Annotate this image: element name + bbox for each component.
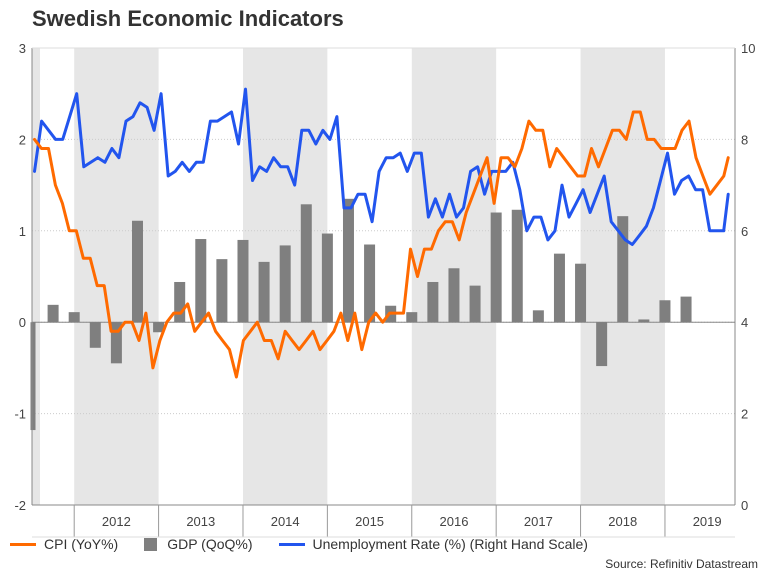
gdp-bar (195, 239, 207, 323)
gdp-bar (216, 259, 228, 323)
axes (31, 47, 736, 538)
left-tick-label: 3 (19, 41, 26, 56)
right-tick-label: 10 (741, 41, 755, 56)
legend-item-cpi: CPI (YoY%) (10, 536, 118, 552)
gdp-bar (321, 233, 333, 323)
gdp-bar (448, 268, 460, 323)
gdp-bar (490, 212, 502, 323)
gdp-bar (532, 310, 544, 323)
left-tick-label: 2 (19, 132, 26, 147)
gdp-bar (174, 281, 186, 323)
gdp-bar (617, 216, 629, 323)
gdp-bar (596, 322, 608, 367)
legend-label-gdp: GDP (QoQ%) (167, 536, 253, 552)
year-tick-label: 2014 (271, 514, 300, 529)
year-tick-label: 2016 (440, 514, 469, 529)
year-tick-label: 2019 (693, 514, 722, 529)
unemployment-line (33, 87, 730, 246)
left-tick-label: 1 (19, 224, 26, 239)
right-tick-label: 6 (741, 224, 748, 239)
year-tick-label: 2012 (102, 514, 131, 529)
legend-item-unemployment: Unemployment Rate (%) (Right Hand Scale) (278, 536, 588, 552)
gdp-bar (131, 220, 143, 323)
legend-item-gdp: GDP (QoQ%) (144, 536, 253, 552)
gdp-bar (110, 322, 122, 364)
right-tick-label: 8 (741, 132, 748, 147)
legend-swatch-gdp (144, 537, 158, 551)
legend-swatch-cpi (10, 542, 36, 546)
gdp-bar (47, 304, 59, 323)
left-tick-label: -2 (14, 498, 26, 513)
gdp-bar (638, 319, 650, 323)
year-tick-label: 2018 (608, 514, 637, 529)
gdp-bar (469, 285, 481, 323)
gdp-bar (364, 244, 376, 323)
gdp-bar (342, 198, 354, 323)
legend-swatch-unemployment (278, 542, 305, 546)
gdp-bar (89, 322, 101, 348)
gdp-bar (279, 245, 291, 323)
gdp-bar (680, 296, 692, 323)
gdp-bar (659, 300, 671, 323)
legend-label-unemployment: Unemployment Rate (%) (Right Hand Scale) (312, 536, 588, 552)
legend: CPI (YoY%) GDP (QoQ%) Unemployment Rate … (10, 536, 614, 552)
gdp-bar (237, 239, 249, 323)
right-tick-label: 2 (741, 407, 748, 422)
year-tick-label: 2013 (186, 514, 215, 529)
year-tick-label: 2017 (524, 514, 553, 529)
shaded-edge (32, 48, 40, 505)
right-tick-label: 0 (741, 498, 748, 513)
gdp-bar (575, 263, 587, 323)
year-tick-label: 2015 (355, 514, 384, 529)
gdp-bar (511, 209, 523, 323)
cpi-line (33, 110, 730, 379)
gdp-bar (68, 312, 80, 323)
gdp-bar (300, 204, 312, 323)
gdp-bars (30, 198, 692, 431)
gdp-bar (427, 281, 439, 323)
left-tick-label: -1 (14, 407, 26, 422)
left-tick-label: 0 (19, 315, 26, 330)
gdp-bar (406, 312, 418, 323)
shaded-year-2012 (74, 48, 159, 505)
gdp-bar (258, 261, 270, 323)
series-lines (33, 87, 730, 379)
chart-title: Swedish Economic Indicators (32, 6, 344, 31)
legend-label-cpi: CPI (YoY%) (44, 536, 119, 552)
gdp-bar (153, 322, 165, 333)
gdp-bar (30, 322, 36, 431)
gdp-bar (553, 253, 565, 323)
source-note: Source: Refinitiv Datastream (605, 557, 758, 571)
right-tick-label: 4 (741, 315, 748, 330)
